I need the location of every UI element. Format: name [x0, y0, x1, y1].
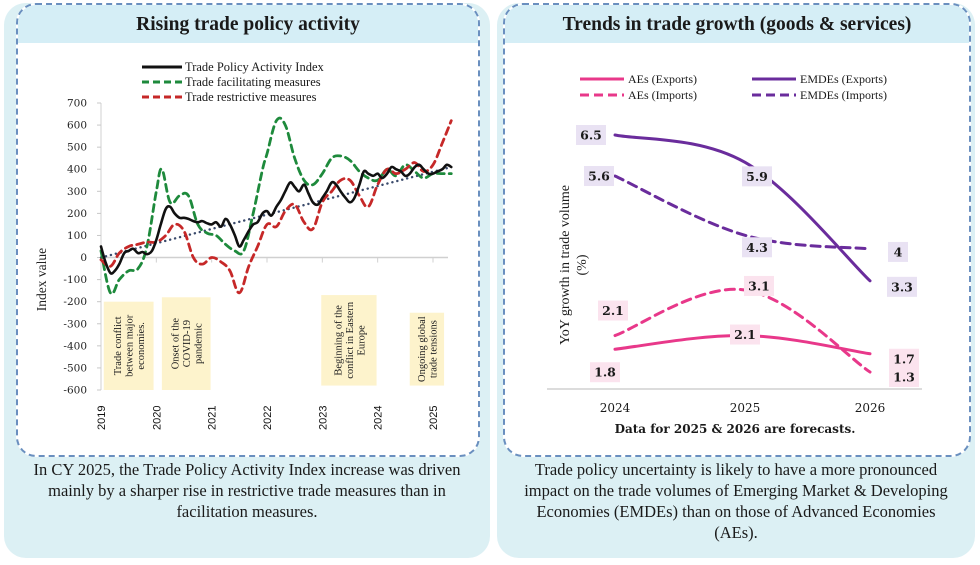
legend-label: Trade restrictive measures — [185, 90, 317, 104]
x-tick-label: 2025 — [730, 401, 761, 415]
y-tick-label: -100 — [63, 274, 87, 286]
left-caption: In CY 2025, the Trade Policy Activity In… — [33, 460, 461, 521]
y-tick-label: 600 — [67, 120, 87, 132]
data-label-bg — [744, 275, 774, 296]
legend-label: Trade Policy Activity Index — [185, 60, 325, 74]
data-label-bg — [730, 324, 760, 345]
series-line-emdes-imports- — [613, 174, 872, 251]
y-axis-title-line: YoY growth in trade volume — [558, 185, 573, 345]
x-tick-label: 2024 — [600, 401, 631, 415]
y-tick-label: -600 — [63, 385, 87, 397]
data-label-bg — [584, 166, 614, 187]
data-label-bg — [888, 241, 908, 262]
y-tick-label: -500 — [63, 362, 87, 374]
y-axis-title-line: (%) — [575, 254, 590, 275]
x-tick-label: 2019 — [96, 406, 108, 430]
x-tick-label: 2022 — [262, 406, 274, 430]
annotation-line: Onset of the — [171, 318, 182, 370]
series-line-trend-trade-policy-activity-index- — [99, 165, 453, 259]
annotation-line: pandemic — [194, 323, 205, 364]
series-line-trade-policy-activity-index — [99, 163, 453, 275]
annotation-line: economies. — [136, 322, 147, 370]
data-label: 3.3 — [891, 279, 913, 294]
annotation-box — [321, 295, 377, 386]
series-line-trade-facilitating-measures — [99, 116, 453, 296]
data-label: 4 — [894, 244, 903, 259]
x-tick-label: 2023 — [317, 406, 329, 430]
left-chart-title: Rising trade policy activity — [18, 5, 478, 43]
annotation-line: COVID-19 — [182, 320, 193, 367]
right-chart-title: Trends in trade growth (goods & services… — [505, 5, 969, 43]
data-label-bg — [742, 237, 772, 258]
x-tick-label: 2024 — [373, 406, 385, 430]
data-label: 1.7 — [893, 351, 915, 366]
annotation-text: Trade conflict between major economies. — [113, 314, 147, 377]
data-label: 6.5 — [580, 128, 602, 143]
x-axis-title: Data for 2025 & 2026 are forecasts. — [615, 422, 856, 436]
annotation-line: Ongoing global — [417, 316, 428, 382]
data-label: 2.1 — [602, 303, 624, 318]
x-tick-label: 2025 — [428, 406, 440, 430]
y-tick-label: -200 — [63, 296, 87, 308]
annotation-text: Onset of the COVID-19 pandemic — [171, 318, 205, 370]
data-label: 5.9 — [746, 169, 768, 184]
data-label: 1.8 — [594, 365, 616, 380]
annotation-line: Trade conflict — [113, 316, 124, 375]
legend-label: AEs (Exports) — [628, 72, 697, 86]
legend-label: EMDEs (Exports) — [800, 72, 887, 86]
legend-label: EMDEs (Imports) — [800, 88, 887, 102]
annotation-text: Beginning of the conflict in Eastern Europ… — [333, 301, 367, 379]
data-label-bg — [590, 362, 620, 383]
annotation-line: trade tensions — [429, 320, 440, 378]
data-label: 2.1 — [734, 327, 756, 342]
right-caption: Trade policy uncertainty is likely to ha… — [524, 460, 948, 542]
data-label-bg — [889, 348, 919, 369]
data-label: 3.1 — [748, 278, 770, 293]
y-tick-label: 100 — [67, 230, 87, 242]
x-tick-label: 2026 — [855, 401, 886, 415]
annotation-line: between major — [125, 314, 136, 377]
legend-label: Trade facilitating measures — [185, 75, 321, 89]
y-tick-label: -300 — [63, 318, 87, 330]
annotation-box — [103, 301, 154, 390]
data-label: 1.3 — [893, 370, 915, 385]
series-line-trade-restrictive-measures — [99, 119, 453, 295]
x-tick-label: 2020 — [151, 406, 163, 430]
annotation-line: Europe — [356, 325, 367, 356]
data-label-bg — [887, 276, 917, 297]
data-label-bg — [742, 166, 772, 187]
annotation-box — [161, 297, 211, 390]
annotation-line: conflict in Eastern — [345, 301, 356, 379]
x-tick-label: 2021 — [207, 406, 219, 430]
y-tick-label: 400 — [67, 164, 87, 176]
y-tick-label: 200 — [67, 208, 87, 220]
data-label: 4.3 — [746, 240, 768, 255]
annotation-line: Beginning of the — [333, 305, 344, 376]
y-tick-label: 500 — [67, 142, 87, 154]
data-label-bg — [889, 367, 919, 387]
y-tick-label: -400 — [63, 340, 87, 352]
data-label: 5.6 — [588, 169, 610, 184]
annotation-box — [409, 312, 445, 386]
data-label-bg — [598, 300, 628, 321]
series-line-emdes-exports- — [613, 133, 872, 283]
data-label-bg — [576, 125, 606, 145]
legend-label: AEs (Imports) — [628, 88, 697, 102]
y-tick-label: 0 — [80, 252, 87, 264]
y-axis-title: YoY growth in trade volume (%) — [558, 185, 590, 345]
y-tick-label: 700 — [67, 98, 87, 110]
annotation-text: Ongoing global trade tensions — [417, 316, 440, 382]
y-axis-title: Index value — [34, 248, 49, 311]
y-tick-label: 300 — [67, 186, 87, 198]
